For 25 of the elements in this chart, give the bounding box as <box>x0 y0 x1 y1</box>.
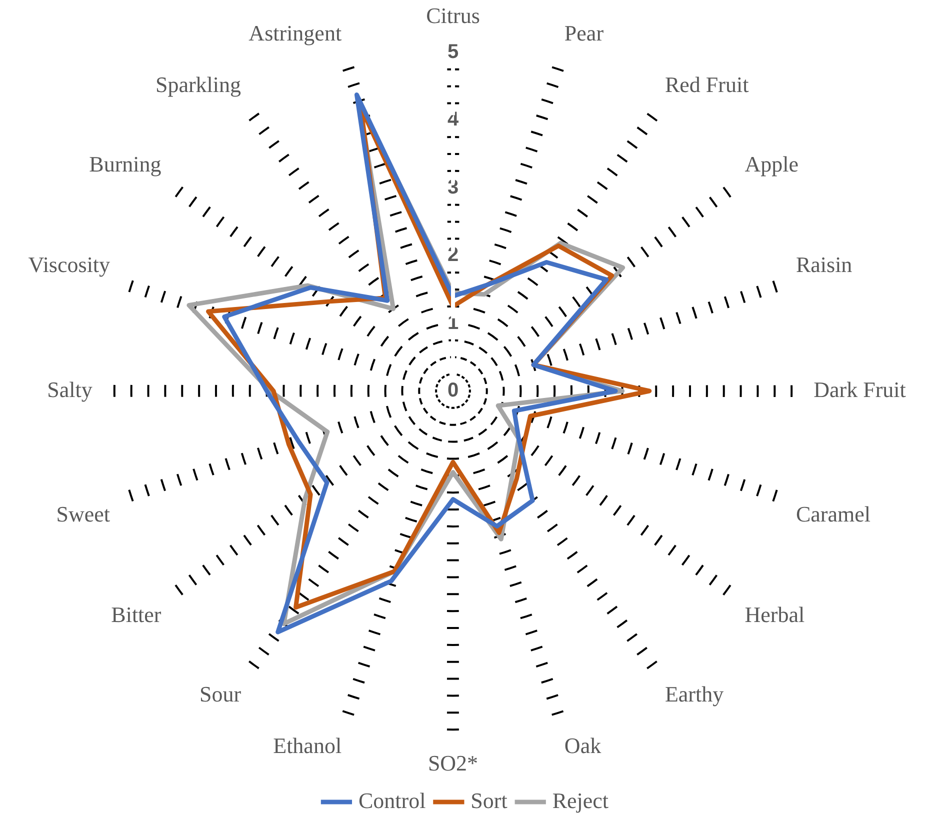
spoke-label: Sparkling <box>155 72 242 97</box>
spoke-label: Pear <box>564 20 604 46</box>
spoke-label: Earthy <box>664 682 724 707</box>
spoke-label: Burning <box>89 152 162 177</box>
spoke-label: Astringent <box>248 20 342 46</box>
spoke-label: Citrus <box>426 2 480 28</box>
legend-label: Sort <box>470 788 508 813</box>
spoke-label: Raisin <box>796 252 852 278</box>
spoke-label: Red Fruit <box>664 72 749 97</box>
spoke-label: Apple <box>744 152 798 177</box>
spoke-label: Dark Fruit <box>814 376 906 402</box>
legend-label: Control <box>358 788 426 813</box>
spoke-label: SO2* <box>428 750 478 776</box>
spoke-label: Sour <box>199 682 242 707</box>
spoke-label: Herbal <box>744 602 805 627</box>
y-tick-label: 0 <box>447 380 459 402</box>
spoke-label: Caramel <box>796 501 870 526</box>
spoke-label: Viscosity <box>28 252 110 278</box>
spoke-label: Ethanol <box>273 732 342 758</box>
spoke-label: Bitter <box>111 602 162 627</box>
legend-label: Reject <box>552 788 609 813</box>
spoke-label: Sweet <box>56 501 110 526</box>
spoke-label: Salty <box>47 376 92 402</box>
spoke-label: Oak <box>564 732 602 758</box>
y-tick-label: 5 <box>447 40 459 63</box>
